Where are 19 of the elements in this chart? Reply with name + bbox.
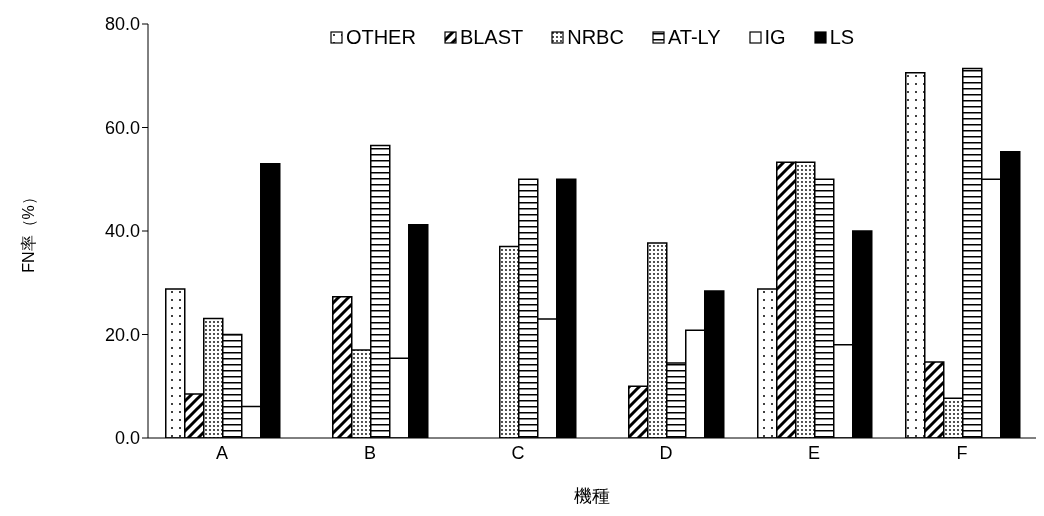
x-tick-label: B xyxy=(363,442,377,463)
y-tick-label: 80.0 xyxy=(104,14,140,35)
y-tick-label: 20.0 xyxy=(104,324,140,345)
x-tick-label: C xyxy=(511,442,525,463)
x-axis-title: 機種 xyxy=(574,486,610,506)
legend-label: LS xyxy=(829,26,855,49)
x-tick-label: F xyxy=(956,442,968,463)
x-tick-label: D xyxy=(659,442,673,463)
legend-label: OTHER xyxy=(345,26,416,49)
y-tick-label: 40.0 xyxy=(104,221,140,242)
y-tick-label: 60.0 xyxy=(104,117,140,138)
x-tick-label: E xyxy=(807,442,821,463)
x-tick-label: A xyxy=(215,442,229,463)
legend-label: AT-LY xyxy=(667,26,721,49)
y-tick-label: 0.0 xyxy=(114,428,140,449)
legend-label: BLAST xyxy=(459,26,524,49)
legend-label: NRBC xyxy=(567,26,624,49)
y-axis-title: FN率（%） xyxy=(19,189,37,273)
legend-label: IG xyxy=(764,26,786,49)
